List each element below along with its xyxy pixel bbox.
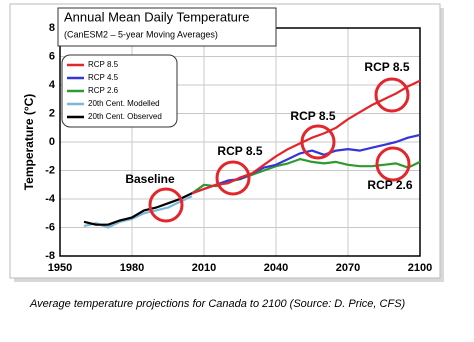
- y-tick-label: -2: [45, 164, 55, 176]
- title-box: [57, 7, 277, 47]
- annotation-label: RCP 2.6: [367, 178, 412, 192]
- annotation-label: RCP 8.5: [217, 144, 262, 158]
- x-tick-label: 2040: [264, 262, 288, 274]
- annotation-label: RCP 8.5: [364, 60, 409, 74]
- y-axis-label: Temperature (°C): [22, 94, 36, 191]
- legend-label: RCP 2.6: [88, 86, 119, 95]
- legend-label: RCP 4.5: [88, 73, 119, 82]
- y-tick-label: -8: [45, 250, 55, 262]
- y-tick-label: 4: [49, 79, 56, 91]
- x-tick-label: 2070: [336, 262, 360, 274]
- legend-label: 20th Cent. Observed: [88, 112, 162, 121]
- chart-subtitle: (CanESM2 – 5-year Moving Averages): [64, 29, 218, 39]
- y-tick-label: -6: [45, 221, 55, 233]
- annotation-circle: [148, 187, 184, 223]
- annotation-label: RCP 8.5: [290, 109, 335, 123]
- x-tick-label: 2100: [408, 262, 432, 274]
- annotation-circle: [215, 160, 251, 196]
- chart-title: Annual Mean Daily Temperature: [64, 9, 249, 24]
- y-tick-label: 0: [49, 136, 55, 148]
- y-tick-label: -4: [45, 193, 56, 205]
- x-tick-label: 2010: [192, 262, 216, 274]
- annotation-label: Baseline: [125, 172, 175, 186]
- x-tick-label: 1980: [120, 262, 144, 274]
- legend-label: 20th Cent. Modelled: [88, 99, 160, 108]
- annotation-circle: [374, 77, 410, 113]
- legend-box: [61, 54, 178, 128]
- annotation-circle: [300, 124, 336, 160]
- y-tick-label: 8: [49, 22, 55, 34]
- y-tick-label: 6: [49, 50, 55, 62]
- legend-label: RCP 8.5: [88, 60, 119, 69]
- series-line: [83, 192, 193, 226]
- x-tick-label: 1950: [48, 262, 72, 274]
- y-tick-label: 2: [49, 107, 55, 119]
- series-line: [191, 79, 421, 195]
- caption: Average temperature projections for Cana…: [29, 298, 406, 310]
- annotation-circle: [375, 146, 411, 182]
